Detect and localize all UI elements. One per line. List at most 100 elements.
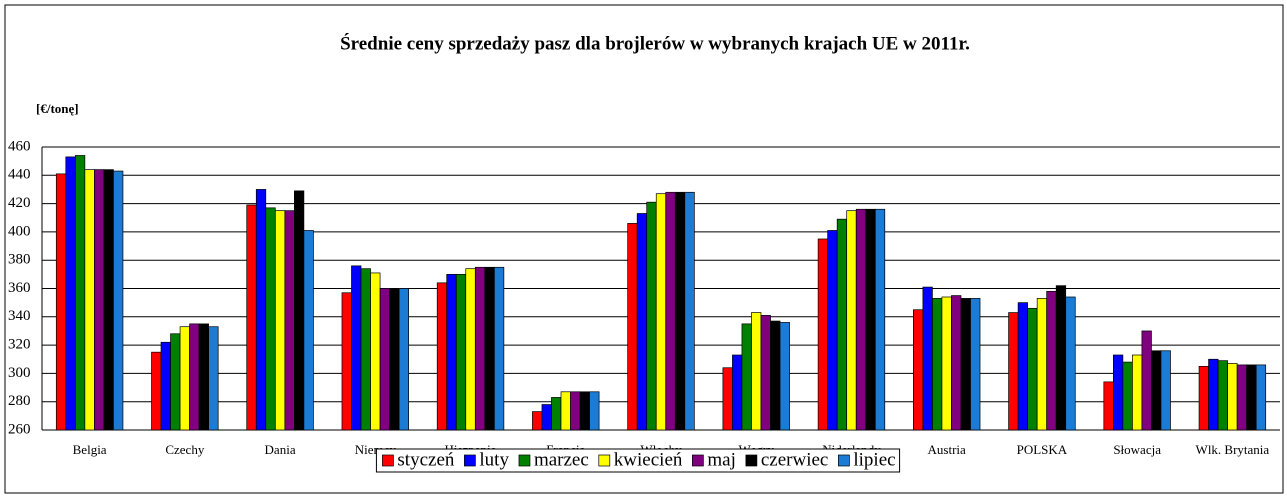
bar (170, 333, 181, 431)
y-tick-label: 420 (8, 195, 31, 211)
bar (274, 210, 286, 431)
bar (103, 169, 114, 431)
bar (732, 354, 743, 431)
bar (1112, 354, 1124, 431)
bar (55, 173, 67, 431)
x-tick-label: Dania (265, 442, 296, 457)
bar (198, 323, 210, 431)
bar (436, 282, 448, 431)
bar (151, 351, 162, 431)
bar (303, 230, 314, 431)
bar (1246, 364, 1257, 431)
bar (1151, 350, 1162, 431)
bar (913, 309, 924, 431)
y-tick-label: 380 (8, 252, 31, 268)
bar (379, 288, 390, 431)
bar (1208, 358, 1219, 431)
bar (189, 323, 200, 431)
bar (446, 274, 457, 431)
legend-label: styczeń (397, 449, 454, 470)
bar (351, 265, 362, 431)
bar (817, 238, 829, 431)
bar (360, 268, 371, 431)
legend-box (375, 448, 901, 473)
bar (770, 320, 781, 431)
y-tick-label: 260 (8, 421, 31, 437)
bar (455, 274, 467, 431)
x-tick-label: Austria (928, 442, 967, 457)
y-tick-label: 460 (8, 138, 31, 154)
bar (1008, 312, 1019, 431)
bar (1103, 381, 1114, 431)
bar (570, 391, 581, 431)
x-tick-label: Słowacja (1113, 442, 1161, 457)
bar (474, 266, 486, 431)
bar (1017, 302, 1028, 431)
bar (827, 230, 838, 431)
x-tick-label: Belgia (73, 442, 107, 457)
bar (1122, 361, 1133, 431)
bar (579, 391, 590, 431)
y-tick-label: 400 (8, 223, 31, 239)
bar (1132, 354, 1143, 431)
y-tick-label: 300 (8, 365, 31, 381)
bar (246, 204, 257, 431)
bar (636, 213, 648, 431)
bar (1036, 298, 1048, 431)
legend-swatch (464, 454, 476, 467)
bar (646, 201, 657, 431)
bar (760, 315, 771, 431)
y-tick-label: 360 (8, 280, 31, 296)
bar (751, 312, 762, 431)
bar (1217, 360, 1228, 431)
bar (1227, 363, 1238, 431)
bar (370, 272, 381, 431)
legend-swatch (382, 454, 394, 467)
bar (1055, 285, 1067, 431)
legend-swatch (518, 454, 531, 467)
bar (551, 397, 562, 431)
bar (113, 170, 124, 431)
y-tick-label: 280 (8, 393, 31, 409)
bar (65, 156, 76, 431)
bar (560, 391, 571, 431)
legend-swatch (838, 454, 850, 467)
legend-label: marzec (534, 449, 589, 470)
legend-label: luty (479, 449, 509, 470)
bar (398, 288, 409, 431)
bar (865, 208, 876, 431)
bar (846, 210, 857, 431)
bar (265, 207, 276, 431)
bar (341, 292, 352, 431)
bar (541, 404, 552, 431)
legend-swatch (598, 454, 611, 467)
y-tick-label: 440 (8, 167, 31, 183)
legend-swatch (745, 454, 758, 467)
bar (160, 341, 171, 431)
bar (589, 391, 600, 431)
bar (627, 223, 638, 431)
bar (1046, 290, 1057, 431)
bar (836, 218, 848, 431)
bar (674, 191, 686, 431)
bar (922, 286, 933, 431)
bar (74, 155, 86, 431)
bar (684, 191, 695, 431)
bar (1065, 296, 1076, 431)
bar (855, 208, 867, 431)
bar (665, 191, 676, 431)
x-tick-label: Wlk. Brytania (1196, 442, 1270, 457)
bar (1198, 365, 1209, 431)
bar (94, 169, 105, 431)
bar (741, 323, 752, 431)
bar (179, 326, 190, 431)
bar (532, 411, 543, 431)
legend-label: maj (707, 449, 736, 470)
bar (1027, 307, 1038, 431)
bar (294, 190, 305, 431)
bar (1236, 364, 1248, 431)
bar (951, 295, 962, 431)
y-axis-label: [€/tonę] (36, 101, 79, 116)
legend-label: czerwiec (761, 449, 829, 470)
bar (389, 288, 400, 431)
